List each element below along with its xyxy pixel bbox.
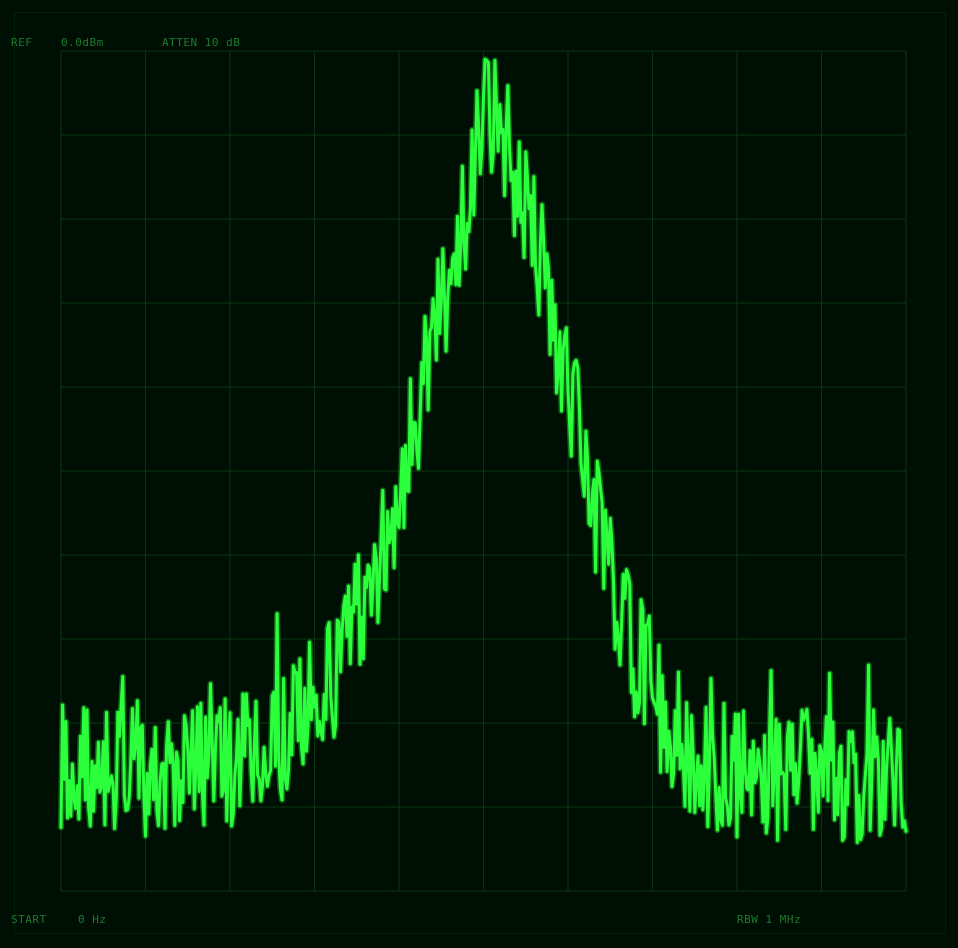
- spectrum-plot: [0, 0, 958, 948]
- spectrum-analyzer-screen: REF 0.0dBm ATTEN 10 dB START 0 Hz RBW 1 …: [0, 0, 958, 948]
